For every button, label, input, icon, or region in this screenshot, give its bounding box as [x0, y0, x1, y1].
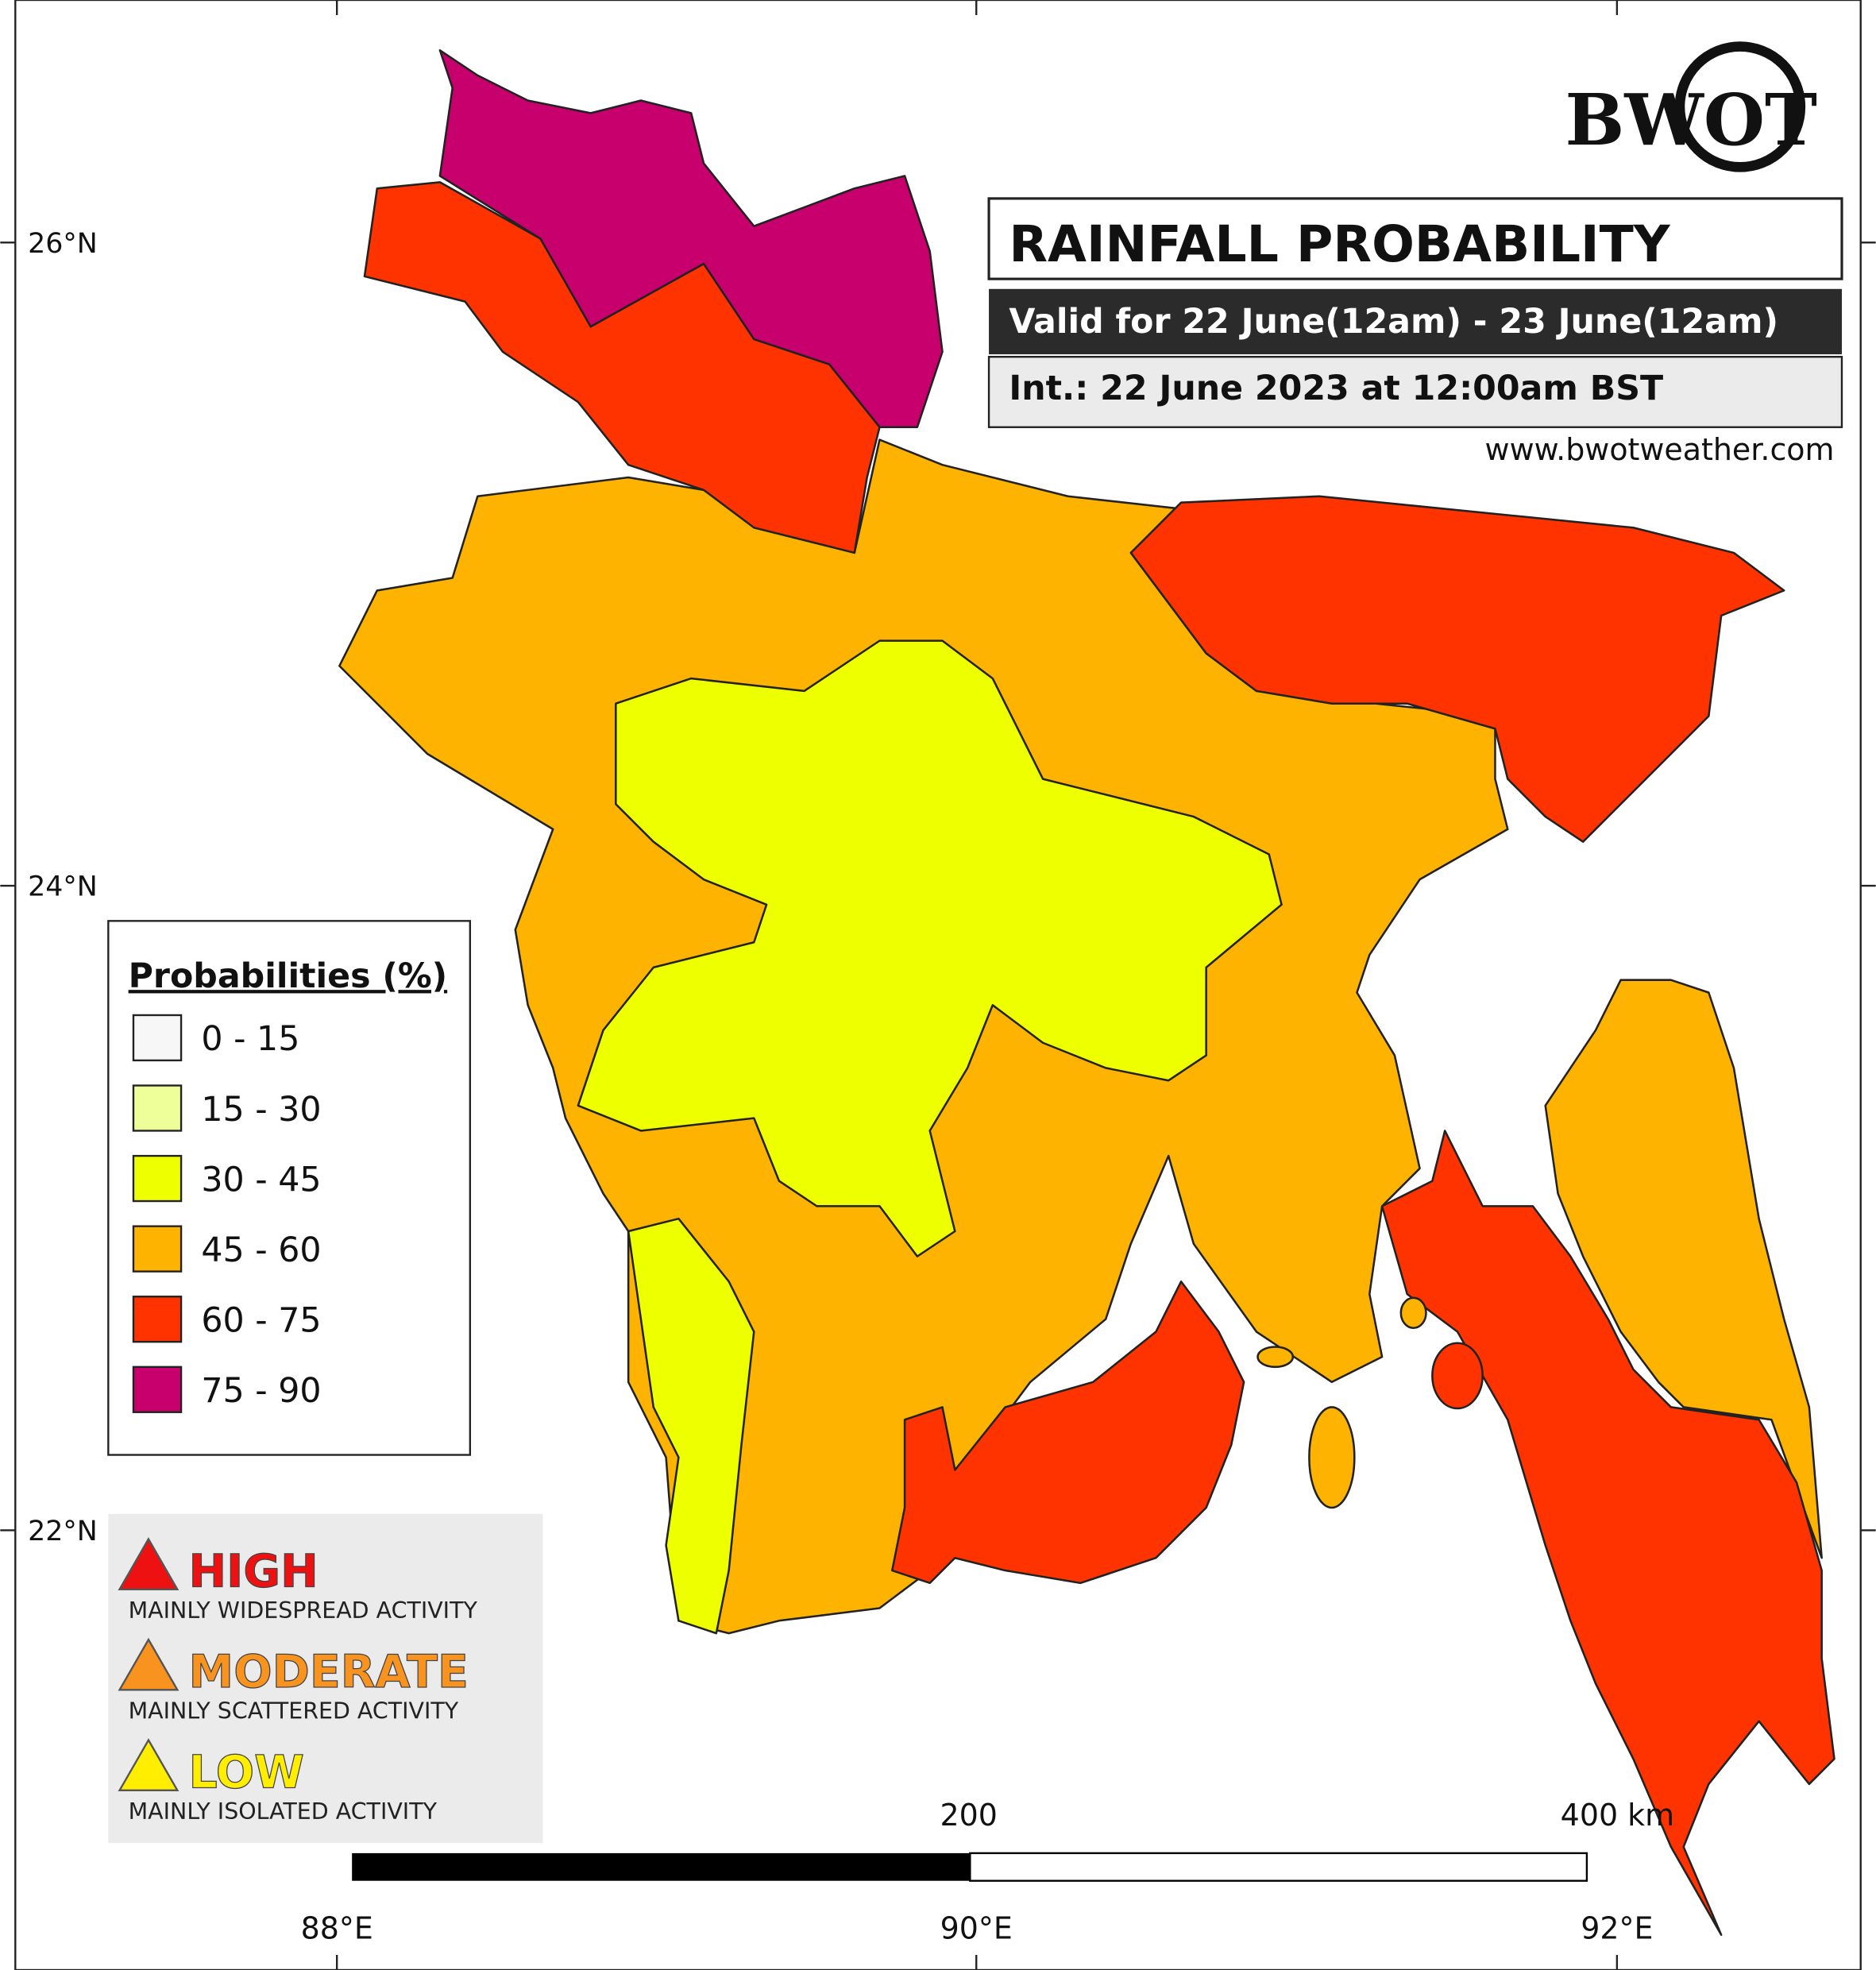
region — [577, 639, 1283, 1257]
island — [1399, 1296, 1427, 1330]
island — [1431, 1342, 1484, 1410]
legend-swatch — [132, 1154, 183, 1203]
legend-title: Probabilities (%) — [129, 956, 448, 996]
legend-swatch — [132, 1225, 183, 1273]
island — [1308, 1406, 1356, 1509]
longitude-label: 92°E — [1581, 1910, 1653, 1945]
logo-text: BWOT — [1565, 79, 1817, 161]
issued-box — [987, 355, 1843, 428]
scale-label: 200 — [940, 1798, 998, 1833]
activity-level: LOW — [189, 1747, 304, 1799]
region — [1129, 495, 1785, 843]
title: RAINFALL PROBABILITY — [1009, 214, 1670, 273]
legend-swatch — [132, 1014, 183, 1062]
legend-swatch — [132, 1296, 183, 1343]
legend-label: 0 - 15 — [201, 1019, 299, 1059]
legend-swatch — [132, 1365, 183, 1413]
logo: BWOT — [1565, 41, 1817, 172]
activity-box — [108, 1513, 543, 1844]
website: www.bwotweather.com — [1485, 432, 1835, 467]
activity-description: MAINLY WIDESPREAD ACTIVITY — [129, 1597, 478, 1624]
activity-triangle — [118, 1537, 179, 1590]
legend-label: 45 - 60 — [201, 1230, 321, 1270]
scale-label: 400 km — [1561, 1798, 1674, 1833]
legend-label: 60 - 75 — [201, 1301, 321, 1341]
region — [891, 1280, 1245, 1585]
activity-triangle — [118, 1738, 179, 1792]
legend-label: 75 - 90 — [201, 1371, 321, 1411]
frame — [14, 0, 1862, 1970]
latitude-label: 26°N — [28, 228, 98, 260]
latitude-label: 24°N — [28, 871, 98, 903]
scale-bar — [352, 1852, 971, 1881]
title-box — [987, 197, 1843, 280]
longitude-label: 90°E — [940, 1910, 1013, 1945]
legend-label: 30 - 45 — [201, 1160, 321, 1199]
valid-box — [989, 288, 1842, 355]
legend-label: 15 - 30 — [201, 1090, 321, 1130]
legend-swatch — [132, 1084, 183, 1132]
country-regions — [338, 49, 1835, 1936]
activity-level: MODERATE — [189, 1646, 469, 1698]
activity-level: HIGH — [189, 1546, 318, 1598]
region — [1380, 1130, 1835, 1936]
latitude-label: 22°N — [28, 1516, 98, 1547]
region — [1544, 979, 1823, 1559]
longitude-label: 88°E — [301, 1910, 373, 1945]
activity-description: MAINLY ISOLATED ACTIVITY — [129, 1798, 438, 1825]
valid-text: Valid for 22 June(12am) - 23 June(12am) — [1009, 302, 1778, 342]
issued-text: Int.: 22 June 2023 at 12:00am BST — [1009, 369, 1663, 408]
scale-bar — [969, 1852, 1588, 1882]
region — [363, 181, 881, 554]
island — [1256, 1346, 1295, 1369]
activity-description: MAINLY SCATTERED ACTIVITY — [129, 1698, 459, 1725]
legend-items: 0 - 15 15 - 30 30 - 45 45 - 60 60 - 75 75 - 9… — [132, 1014, 322, 1413]
activity-triangle — [118, 1637, 179, 1691]
region — [627, 1217, 755, 1635]
